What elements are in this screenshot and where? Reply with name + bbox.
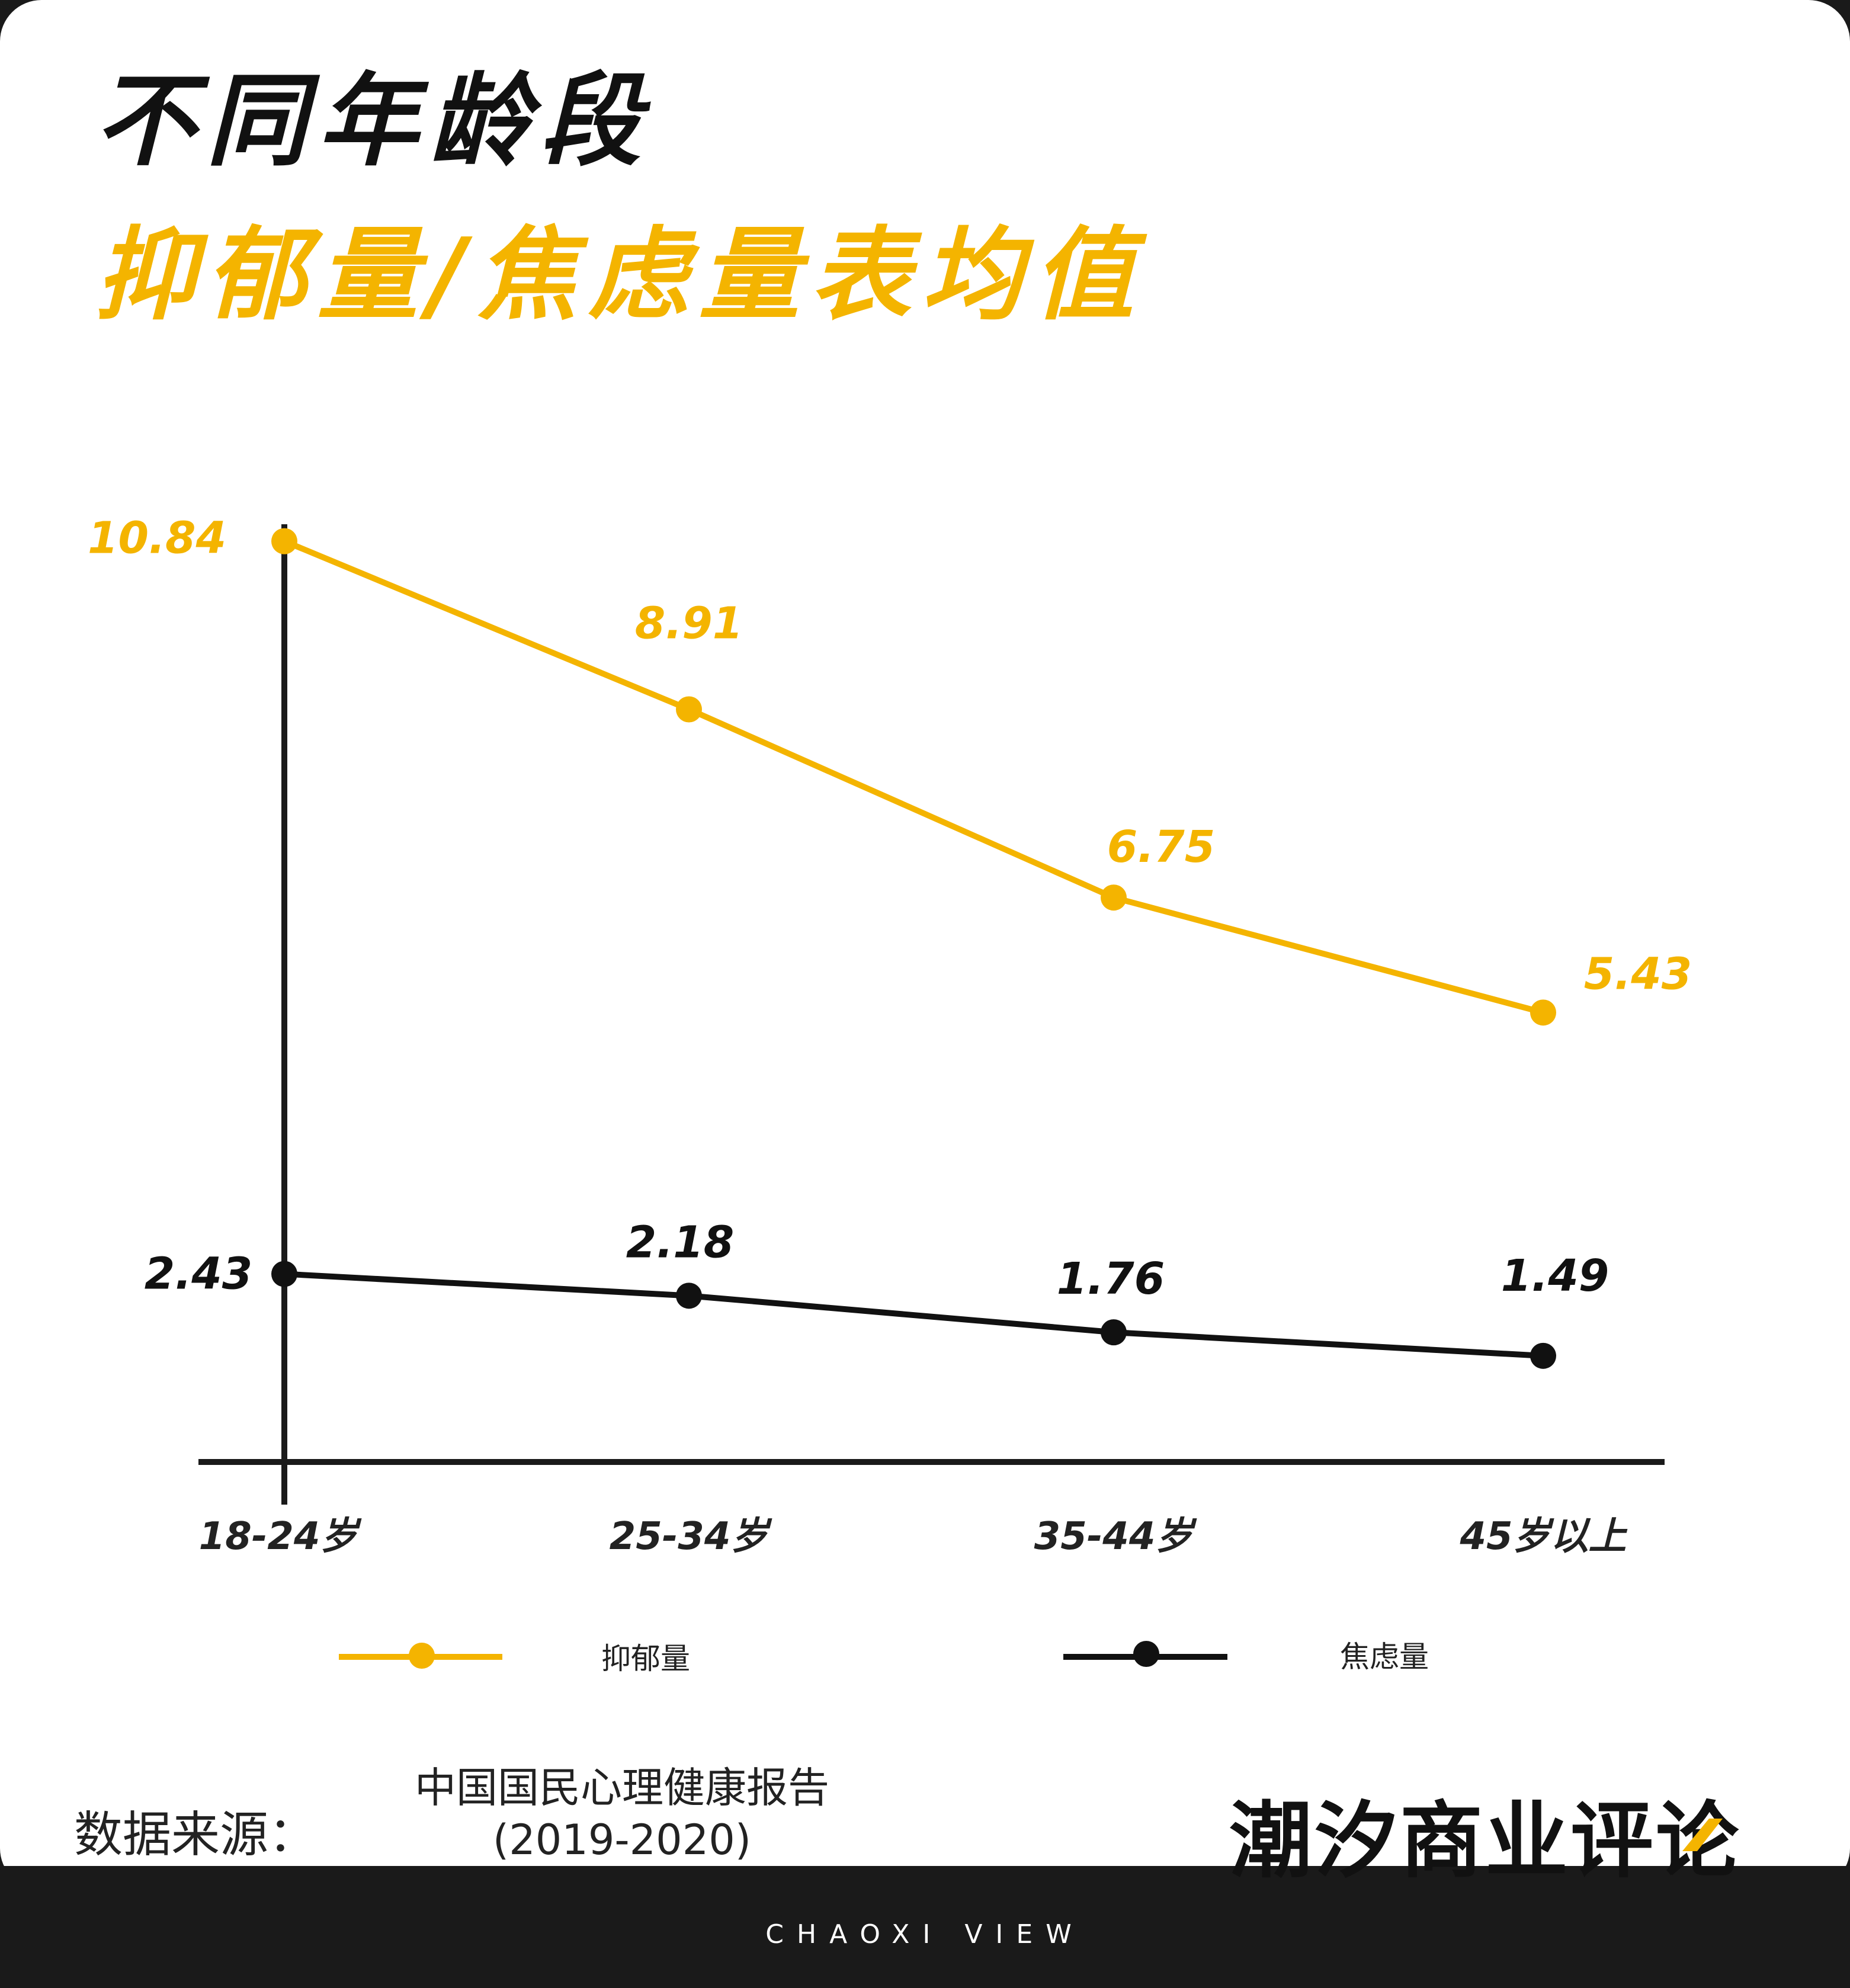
depression-point-4 xyxy=(1530,999,1556,1026)
legend-anxiety-swatch-dot xyxy=(1133,1641,1159,1667)
anxiety-data-label-3: 1.76 xyxy=(1057,1253,1165,1304)
anxiety-point-4 xyxy=(1530,1342,1556,1369)
anxiety-point-2 xyxy=(676,1282,702,1309)
depression-point-2 xyxy=(676,696,702,723)
footer-band xyxy=(0,1866,1850,1988)
line-chart: 10.84 8.91 6.75 5.43 2.43 2.18 1.76 1.49 18-24岁… xyxy=(88,513,1692,1669)
legend-anxiety-label: 焦虑量 xyxy=(1340,1640,1429,1674)
chart-card xyxy=(0,0,1850,1890)
depression-data-label-3: 6.75 xyxy=(1107,822,1216,873)
brand-logo: 潮汐商业评论 xyxy=(1229,1793,1742,1890)
anxiety-series-line xyxy=(284,1271,1544,1359)
source-name: 中国国民心理健康报告 (2019-2020) xyxy=(391,1762,853,1866)
brand-tagline: CHAOXI VIEW xyxy=(765,1919,1085,1949)
depression-data-label-4: 5.43 xyxy=(1584,948,1692,999)
x-tick-label-2: 25-34岁 xyxy=(610,1515,773,1559)
depression-data-label-1: 10.84 xyxy=(88,513,226,564)
anxiety-data-label-1: 2.43 xyxy=(145,1249,253,1300)
x-tick-label-1: 18-24岁 xyxy=(199,1515,363,1559)
source-report-name: 中国国民心理健康报告 xyxy=(415,1763,829,1812)
depression-point-3 xyxy=(1101,884,1127,911)
depression-data-label-2: 8.91 xyxy=(635,598,743,649)
legend-depression-swatch-dot xyxy=(409,1643,435,1669)
chart-title-line2: 抑郁量/焦虑量表均值 xyxy=(95,217,1145,334)
source-report-years: (2019-2020) xyxy=(492,1815,752,1864)
source-label: 数据来源： xyxy=(74,1807,318,1863)
anxiety-data-label-4: 1.49 xyxy=(1501,1250,1609,1301)
brand-accent-mark xyxy=(1682,1819,1723,1851)
x-tick-label-3: 35-44岁 xyxy=(1034,1515,1198,1559)
depression-point-1 xyxy=(271,528,297,554)
legend-depression-label: 抑郁量 xyxy=(601,1641,690,1676)
anxiety-point-1 xyxy=(271,1261,297,1287)
depression-series-line xyxy=(283,538,1544,1016)
x-tick-label-4: 45岁以上 xyxy=(1459,1515,1627,1559)
chart-title-line1: 不同年龄段 xyxy=(95,63,652,180)
anxiety-point-3 xyxy=(1101,1319,1127,1346)
legend xyxy=(339,1641,1227,1669)
anxiety-data-label-2: 2.18 xyxy=(626,1217,735,1268)
